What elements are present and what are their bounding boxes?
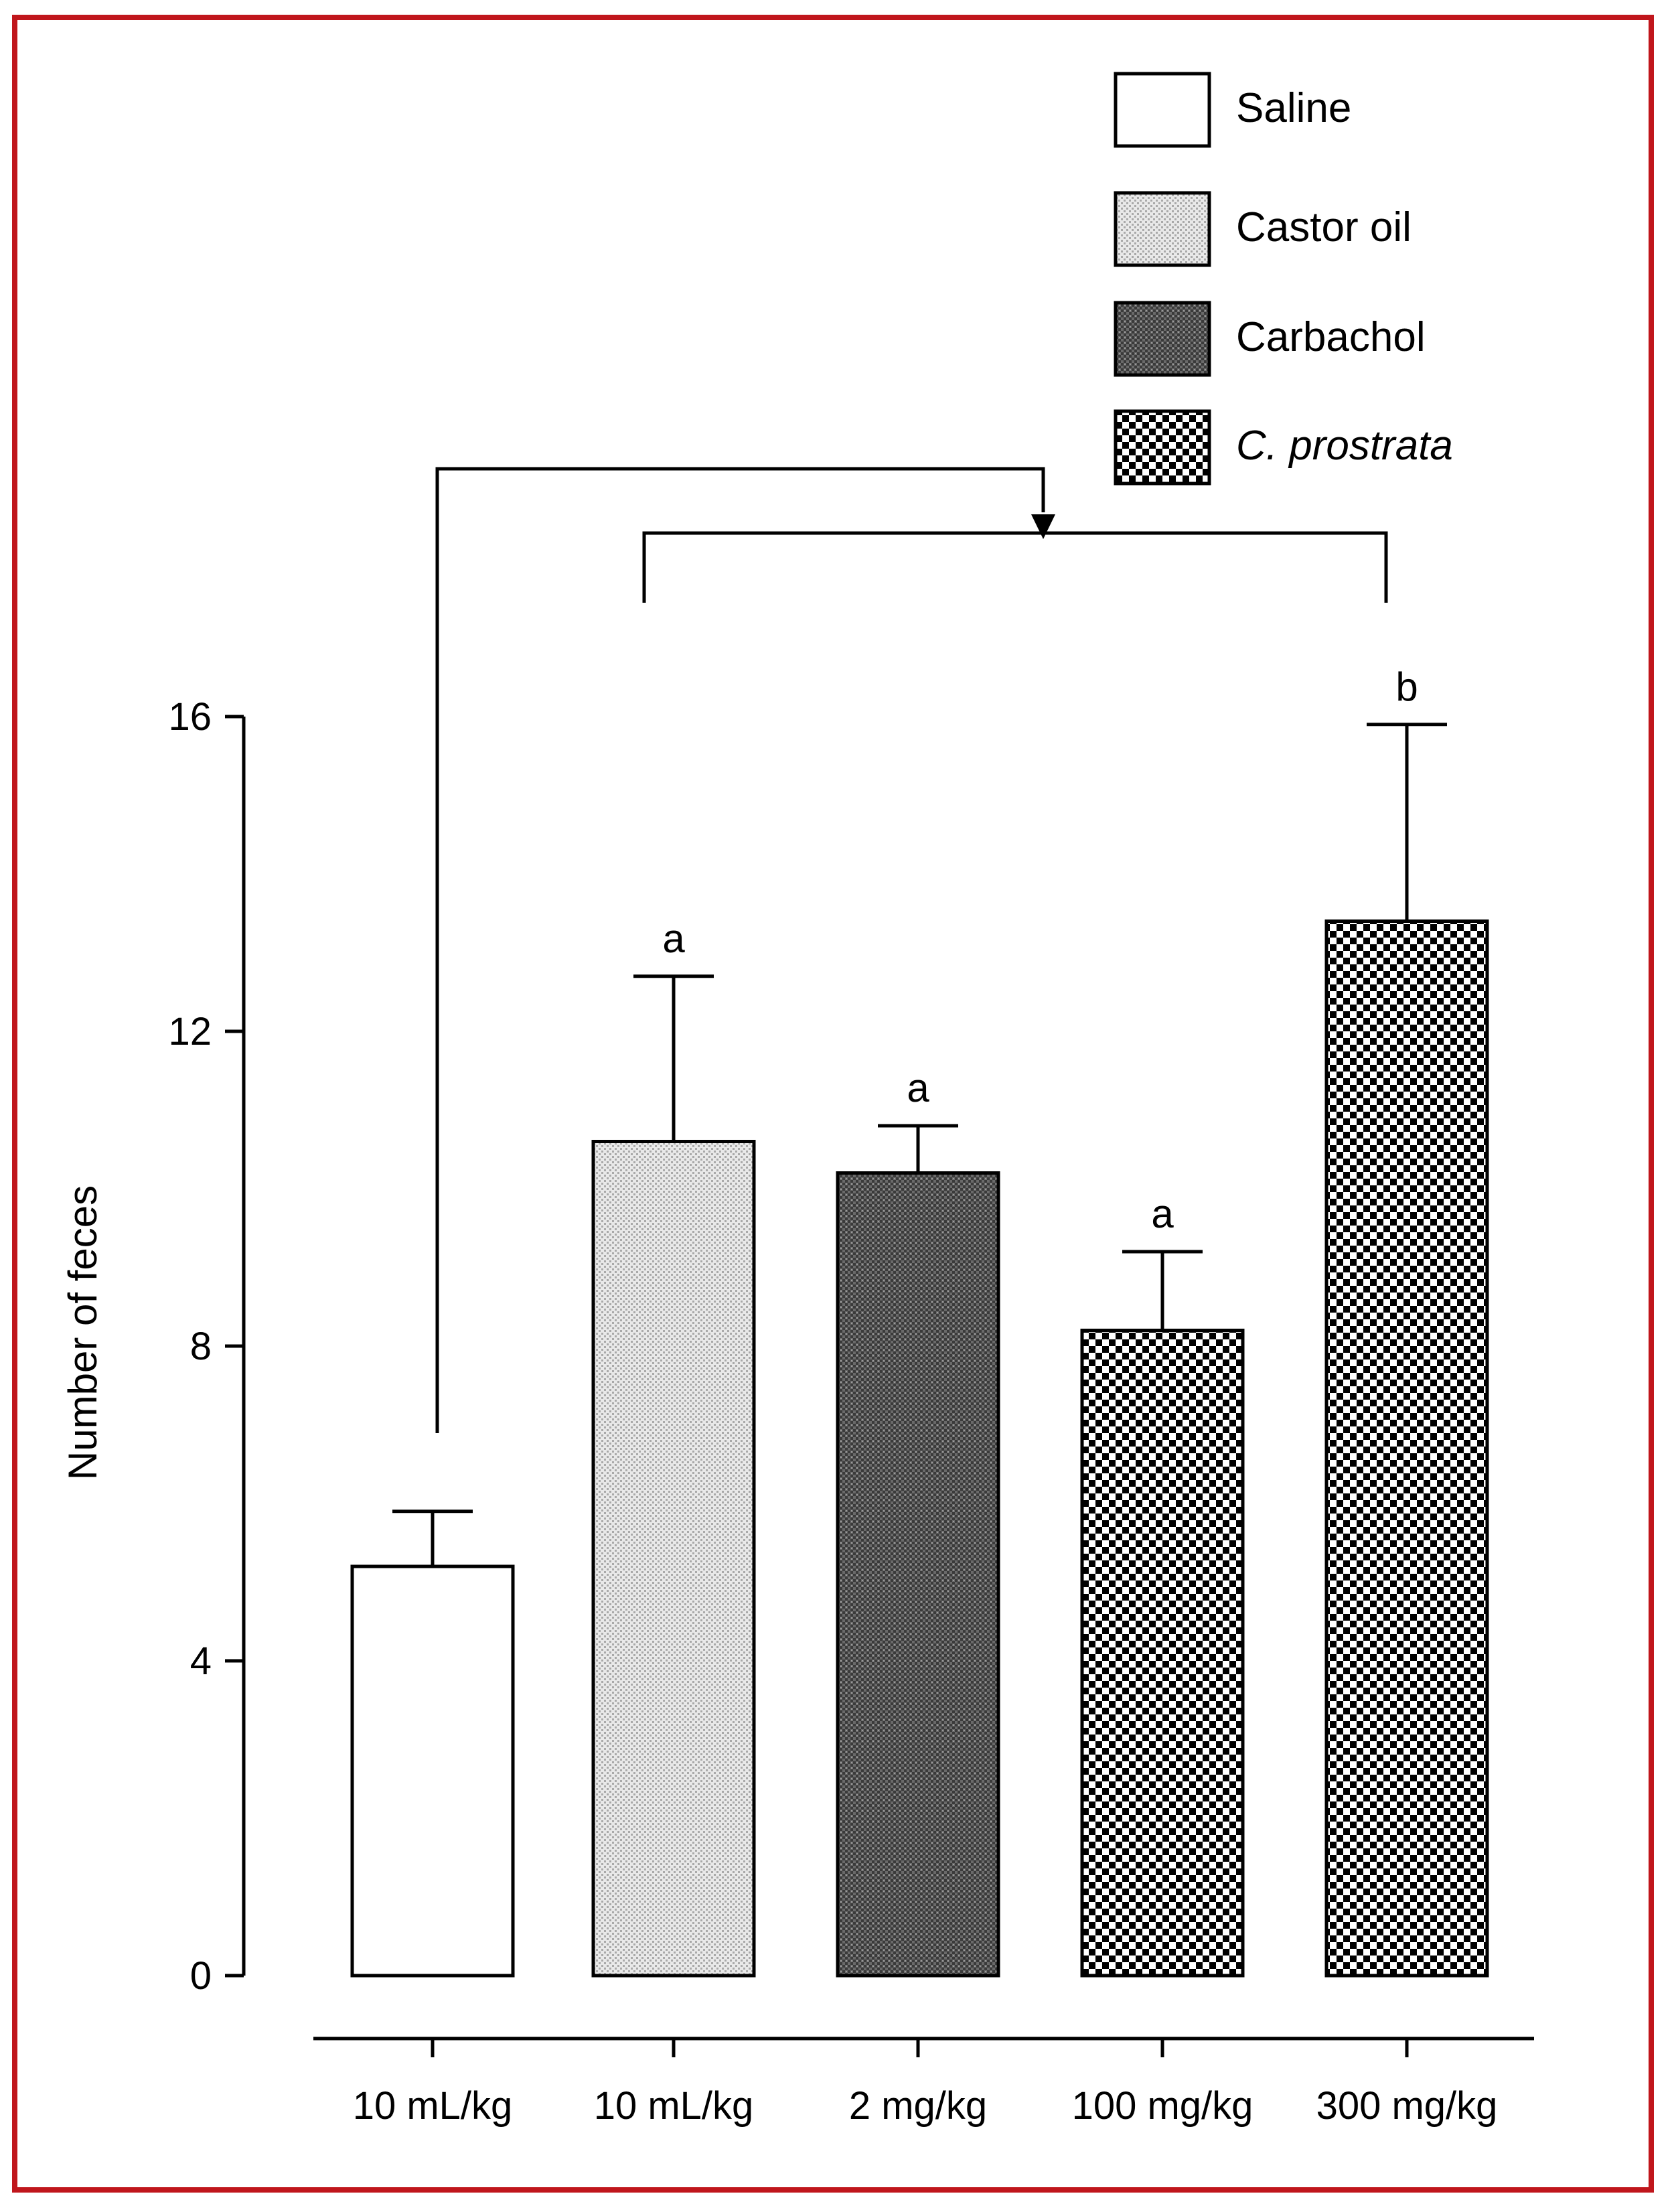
x-tick-label-1: 10 mL/kg xyxy=(353,2084,513,2128)
bar-3 xyxy=(836,1171,1000,1978)
figure-frame: Saline Castor oil Carbachol C. prostrata 0 4… xyxy=(12,15,1654,2193)
y-tick-label-8: 8 xyxy=(190,1325,212,1368)
x-tick-label-2: 10 mL/kg xyxy=(594,2084,754,2128)
comparison-bracket xyxy=(435,467,1388,1433)
y-axis: 0 4 8 12 16 xyxy=(168,695,246,1998)
x-tick-label-4: 100 mg/kg xyxy=(1072,2084,1253,2128)
legend-swatch-4 xyxy=(1114,409,1211,486)
legend: Saline Castor oil Carbachol C. prostrata xyxy=(1114,72,1453,486)
legend-swatch-2 xyxy=(1114,191,1211,267)
y-axis-label: Number of feces xyxy=(60,1185,105,1480)
legend-label-2: Castor oil xyxy=(1236,204,1412,250)
significance-label-4: a xyxy=(1151,1191,1174,1236)
legend-swatch-3 xyxy=(1114,301,1211,377)
bar-4 xyxy=(1080,1329,1245,1978)
legend-label-1: Saline xyxy=(1236,85,1351,131)
y-tick-label-16: 16 xyxy=(168,695,212,739)
bracket-lower-line xyxy=(642,531,1388,603)
y-tick-label-12: 12 xyxy=(168,1010,212,1053)
bar-2 xyxy=(591,1140,756,1978)
x-tick-label-5: 300 mg/kg xyxy=(1316,2084,1498,2128)
x-axis: 10 mL/kg 10 mL/kg 2 mg/kg 100 mg/kg 300 mg/k… xyxy=(313,2037,1534,2128)
legend-label-3: Carbachol xyxy=(1236,314,1426,360)
bar-5 xyxy=(1324,919,1489,1978)
bar-1 xyxy=(350,1564,515,1978)
legend-swatch-1 xyxy=(1114,72,1211,148)
y-tick-label-4: 4 xyxy=(190,1639,212,1683)
significance-label-3: a xyxy=(907,1065,929,1110)
bar-chart: Saline Castor oil Carbachol C. prostrata 0 4… xyxy=(60,72,1534,2128)
bracket-arrow-icon xyxy=(1031,514,1055,539)
significance-label-2: a xyxy=(662,916,685,961)
y-tick-label-0: 0 xyxy=(190,1954,212,1998)
significance-label-5: b xyxy=(1395,664,1418,709)
legend-label-4: C. prostrata xyxy=(1236,423,1453,469)
bracket-upper-line xyxy=(435,467,1045,1433)
bars: a a a b xyxy=(350,664,1489,1978)
x-tick-label-3: 2 mg/kg xyxy=(849,2084,987,2128)
